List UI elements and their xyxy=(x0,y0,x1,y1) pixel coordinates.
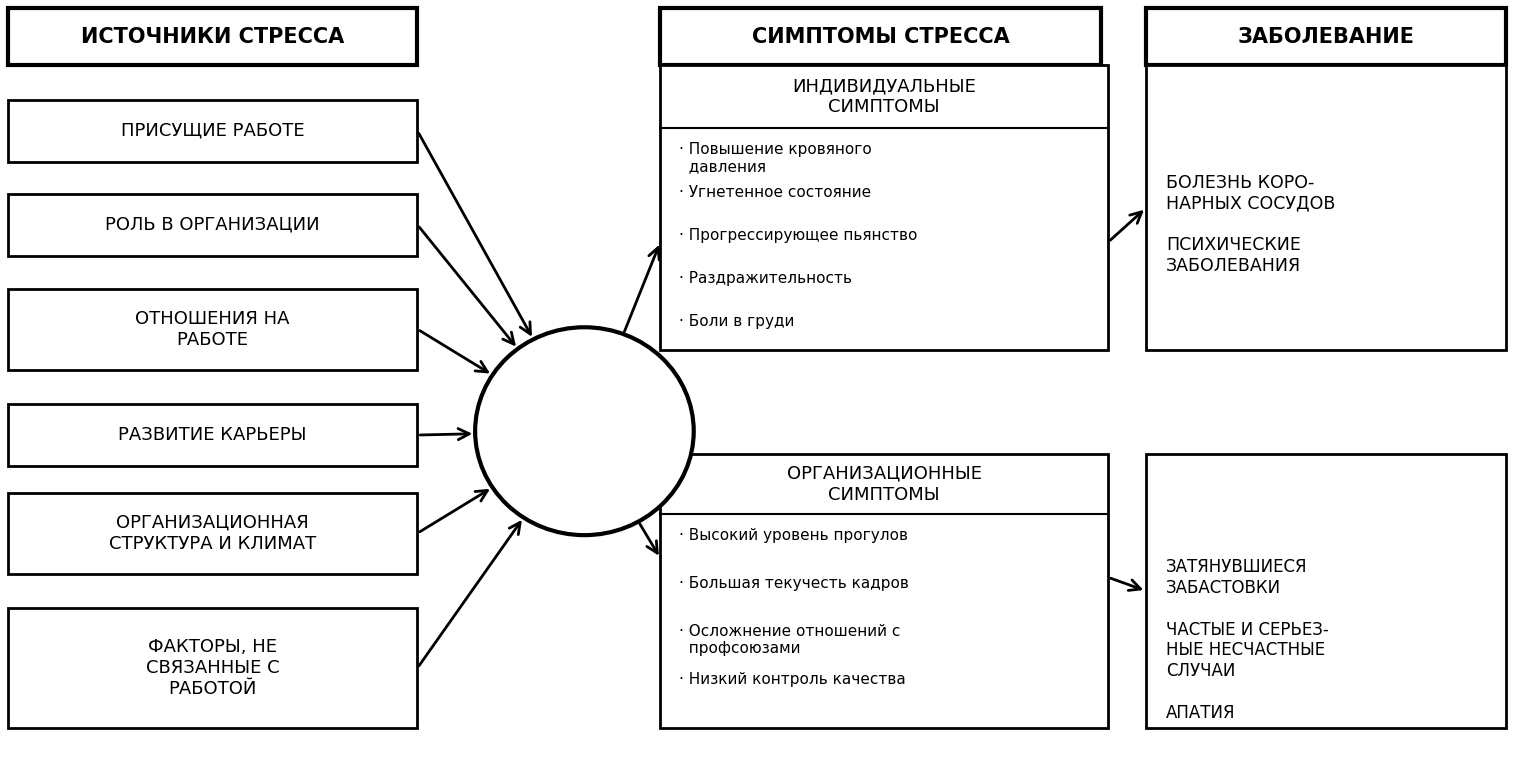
FancyBboxPatch shape xyxy=(8,194,417,256)
FancyBboxPatch shape xyxy=(660,454,1108,728)
Text: СИМПТОМЫ СТРЕССА: СИМПТОМЫ СТРЕССА xyxy=(751,27,1009,46)
FancyBboxPatch shape xyxy=(1146,454,1506,728)
FancyBboxPatch shape xyxy=(8,8,417,65)
Text: ПРИСУЩИЕ РАБОТЕ: ПРИСУЩИЕ РАБОТЕ xyxy=(121,122,304,140)
FancyBboxPatch shape xyxy=(660,65,1108,350)
Text: ОРГАНИЗАЦИОННАЯ
СТРУКТУРА И КЛИМАТ: ОРГАНИЗАЦИОННАЯ СТРУКТУРА И КЛИМАТ xyxy=(109,514,316,553)
Text: · Высокий уровень прогулов: · Высокий уровень прогулов xyxy=(679,528,908,544)
FancyBboxPatch shape xyxy=(8,289,417,370)
Text: · Прогрессирующее пьянство: · Прогрессирующее пьянство xyxy=(679,228,917,243)
Text: · Осложнение отношений с
  профсоюзами: · Осложнение отношений с профсоюзами xyxy=(679,624,900,656)
FancyBboxPatch shape xyxy=(8,404,417,466)
Text: ОТНОШЕНИЯ НА
РАБОТЕ: ОТНОШЕНИЯ НА РАБОТЕ xyxy=(135,310,290,349)
Text: · Раздражительность: · Раздражительность xyxy=(679,271,852,286)
Text: · Повышение кровяного
  давления: · Повышение кровяного давления xyxy=(679,142,871,174)
FancyBboxPatch shape xyxy=(8,100,417,162)
Text: ОРГАНИЗАЦИОННЫЕ
СИМПТОМЫ: ОРГАНИЗАЦИОННЫЕ СИМПТОМЫ xyxy=(786,465,982,504)
Text: · Угнетенное состояние: · Угнетенное состояние xyxy=(679,185,871,200)
Text: ИНДИВИДУАЛЬНЫЕ
СИМПТОМЫ: ИНДИВИДУАЛЬНЫЕ СИМПТОМЫ xyxy=(792,78,976,116)
FancyBboxPatch shape xyxy=(1146,8,1506,65)
Text: ИСТОЧНИКИ СТРЕССА: ИСТОЧНИКИ СТРЕССА xyxy=(80,27,345,46)
FancyBboxPatch shape xyxy=(1146,65,1506,350)
Text: ФАКТОРЫ, НЕ
СВЯЗАННЫЕ С
РАБОТОЙ: ФАКТОРЫ, НЕ СВЯЗАННЫЕ С РАБОТОЙ xyxy=(146,638,279,698)
Text: БОЛЕЗНЬ КОРО-
НАРНЫХ СОСУДОВ

ПСИХИЧЕСКИЕ
ЗАБОЛЕВАНИЯ: БОЛЕЗНЬ КОРО- НАРНЫХ СОСУДОВ ПСИХИЧЕСКИЕ… xyxy=(1166,174,1336,275)
Text: ЗАБОЛЕВАНИЕ: ЗАБОЛЕВАНИЕ xyxy=(1237,27,1415,46)
Text: ЗАТЯНУВШИЕСЯ
ЗАБАСТОВКИ

ЧАСТЫЕ И СЕРЬЕЗ-
НЫЕ НЕСЧАСТНЫЕ
СЛУЧАИ

АПАТИЯ: ЗАТЯНУВШИЕСЯ ЗАБАСТОВКИ ЧАСТЫЕ И СЕРЬЕЗ-… xyxy=(1166,558,1328,721)
Text: РОЛЬ В ОРГАНИЗАЦИИ: РОЛЬ В ОРГАНИЗАЦИИ xyxy=(105,216,320,234)
FancyBboxPatch shape xyxy=(8,608,417,728)
Text: ЛИЧНОСТЬ: ЛИЧНОСТЬ xyxy=(527,422,642,440)
Text: РАЗВИТИЕ КАРЬЕРЫ: РАЗВИТИЕ КАРЬЕРЫ xyxy=(118,426,307,444)
Text: · Низкий контроль качества: · Низкий контроль качества xyxy=(679,671,905,687)
Text: · Большая текучесть кадров: · Большая текучесть кадров xyxy=(679,576,908,591)
FancyBboxPatch shape xyxy=(660,8,1101,65)
Ellipse shape xyxy=(475,327,694,535)
Text: · Боли в груди: · Боли в груди xyxy=(679,314,794,330)
FancyBboxPatch shape xyxy=(8,493,417,574)
